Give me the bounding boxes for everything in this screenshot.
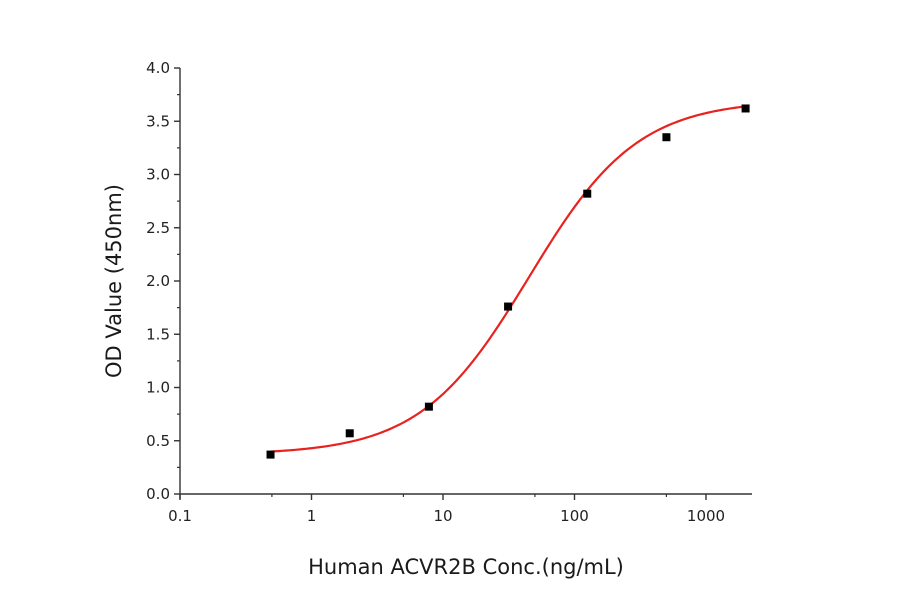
y-tick-label: 1.0 [146,379,170,397]
x-axis-title: Human ACVR2B Conc.(ng/mL) [308,555,624,579]
data-point [741,104,750,113]
x-tick-label: 1 [307,507,317,525]
x-tick-label: 100 [560,507,589,525]
data-point [345,429,354,438]
data-point [504,302,513,311]
x-tick-label: 1000 [687,507,725,525]
y-tick-label: 3.5 [146,112,170,130]
y-tick-label: 4.0 [146,59,170,77]
y-tick-label: 2.0 [146,272,170,290]
y-tick-label: 0.0 [146,485,170,503]
data-points [266,104,750,459]
y-axis-title: OD Value (450nm) [102,184,126,378]
fit-curve [270,105,746,453]
y-tick-label: 1.5 [146,325,170,343]
x-tick-label: 0.1 [168,507,192,525]
y-tick-label: 3.0 [146,166,170,184]
y-tick-label: 0.5 [146,432,170,450]
x-tick-label: 10 [433,507,452,525]
data-point [424,402,433,411]
data-point [266,450,275,459]
data-point [583,189,592,198]
data-point [662,133,671,142]
y-tick-label: 2.5 [146,219,170,237]
axes: 0.0 0.5 1.0 1.5 2.0 2.5 3.0 3.5 4.0 0.1 1 10 100 1000 [146,59,752,525]
